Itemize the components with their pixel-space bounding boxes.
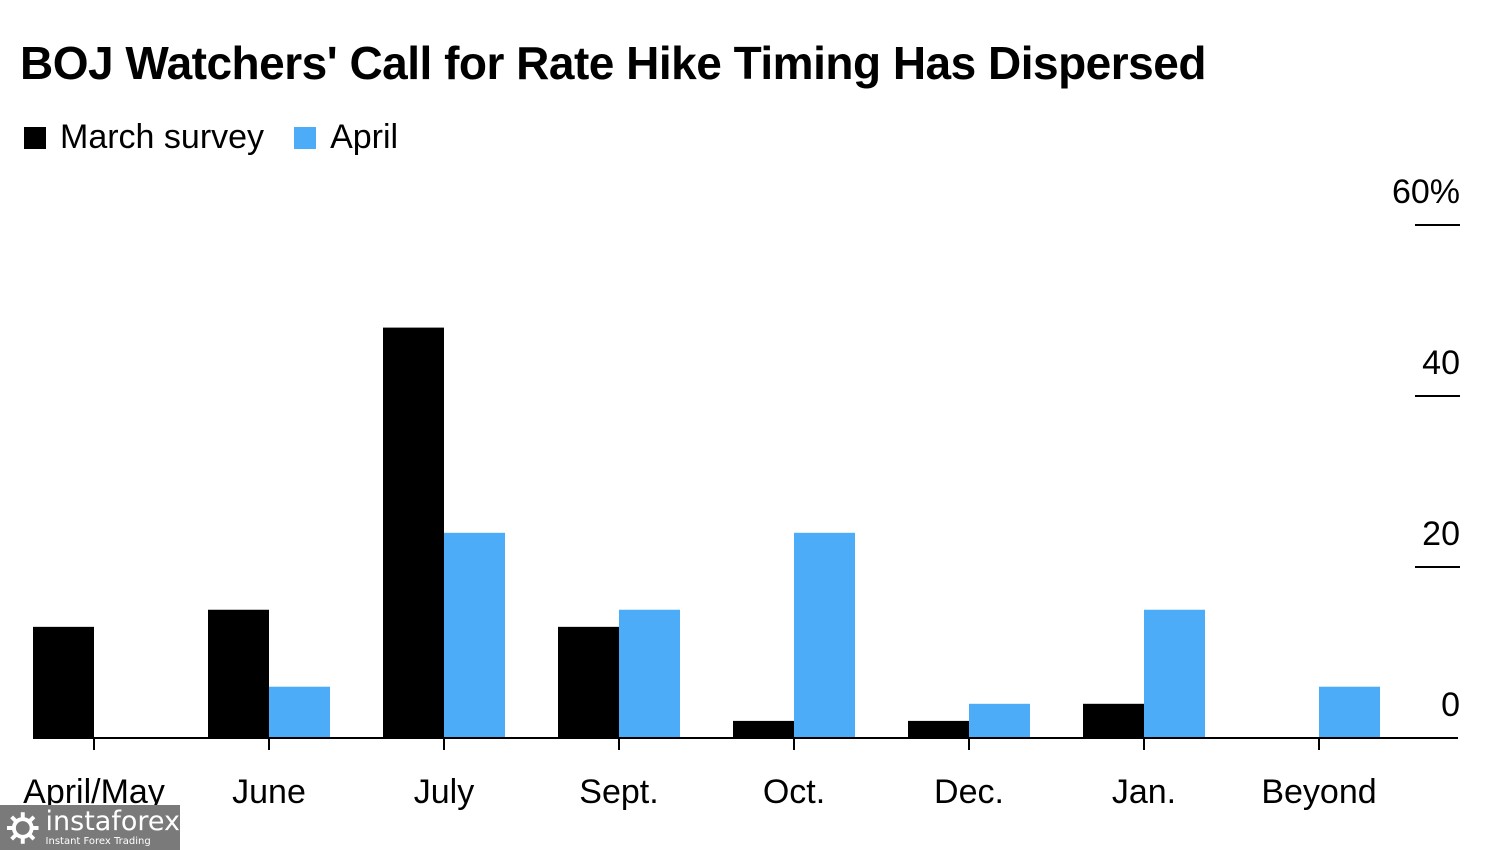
watermark-tagline: Instant Forex Trading: [45, 836, 151, 847]
watermark-brand: instaforex: [45, 806, 180, 837]
bar-march-5: [908, 720, 969, 738]
x-axis: April/May June July Sept. Oct. Dec. Jan. Beyond: [23, 737, 1458, 811]
x-tick-label-7: Beyond: [1261, 773, 1376, 811]
bar-april-4: [794, 532, 855, 738]
legend-label-march: March survey: [60, 118, 265, 156]
bar-april-5: [969, 703, 1030, 738]
y-tick-label-1: 20: [1422, 515, 1460, 553]
bars-group: [33, 327, 1380, 739]
x-tick-label-3: Sept.: [579, 773, 658, 811]
y-tick-label-2: 40: [1422, 344, 1460, 382]
bar-march-0: [33, 626, 94, 738]
y-tick-label-3: 60%: [1392, 173, 1460, 211]
bar-april-3: [619, 609, 680, 738]
legend-label-april: April: [330, 118, 399, 156]
bar-march-3: [558, 626, 619, 738]
bar-april-6: [1144, 609, 1205, 738]
bar-april-7: [1319, 686, 1380, 738]
watermark: instaforex Instant Forex Trading: [0, 805, 180, 850]
legend-swatch-march: [24, 126, 46, 149]
x-tick-label-2: July: [414, 773, 474, 811]
y-axis: 0 20 40 60%: [1392, 173, 1460, 724]
chart-title: BOJ Watchers' Call for Rate Hike Timing …: [20, 37, 1206, 89]
x-tick-label-5: Dec.: [934, 773, 1004, 811]
legend-item-april: April: [294, 118, 398, 157]
legend-item-march: March survey: [24, 118, 264, 157]
bar-march-4: [733, 720, 794, 738]
instaforex-logo-icon: [6, 811, 39, 844]
x-tick-label-6: Jan.: [1112, 773, 1176, 811]
bar-march-6: [1083, 703, 1144, 738]
legend: March survey April: [24, 118, 428, 157]
legend-swatch-april: [294, 126, 317, 149]
y-tick-label-0: 0: [1441, 686, 1460, 724]
bar-april-2: [444, 532, 505, 738]
x-tick-label-4: Oct.: [763, 773, 825, 811]
bar-march-2: [383, 327, 444, 738]
x-tick-label-1: June: [232, 773, 306, 811]
bar-march-1: [208, 609, 269, 738]
x-tick-label-0: April/May: [23, 773, 165, 811]
bar-april-1: [269, 686, 330, 738]
